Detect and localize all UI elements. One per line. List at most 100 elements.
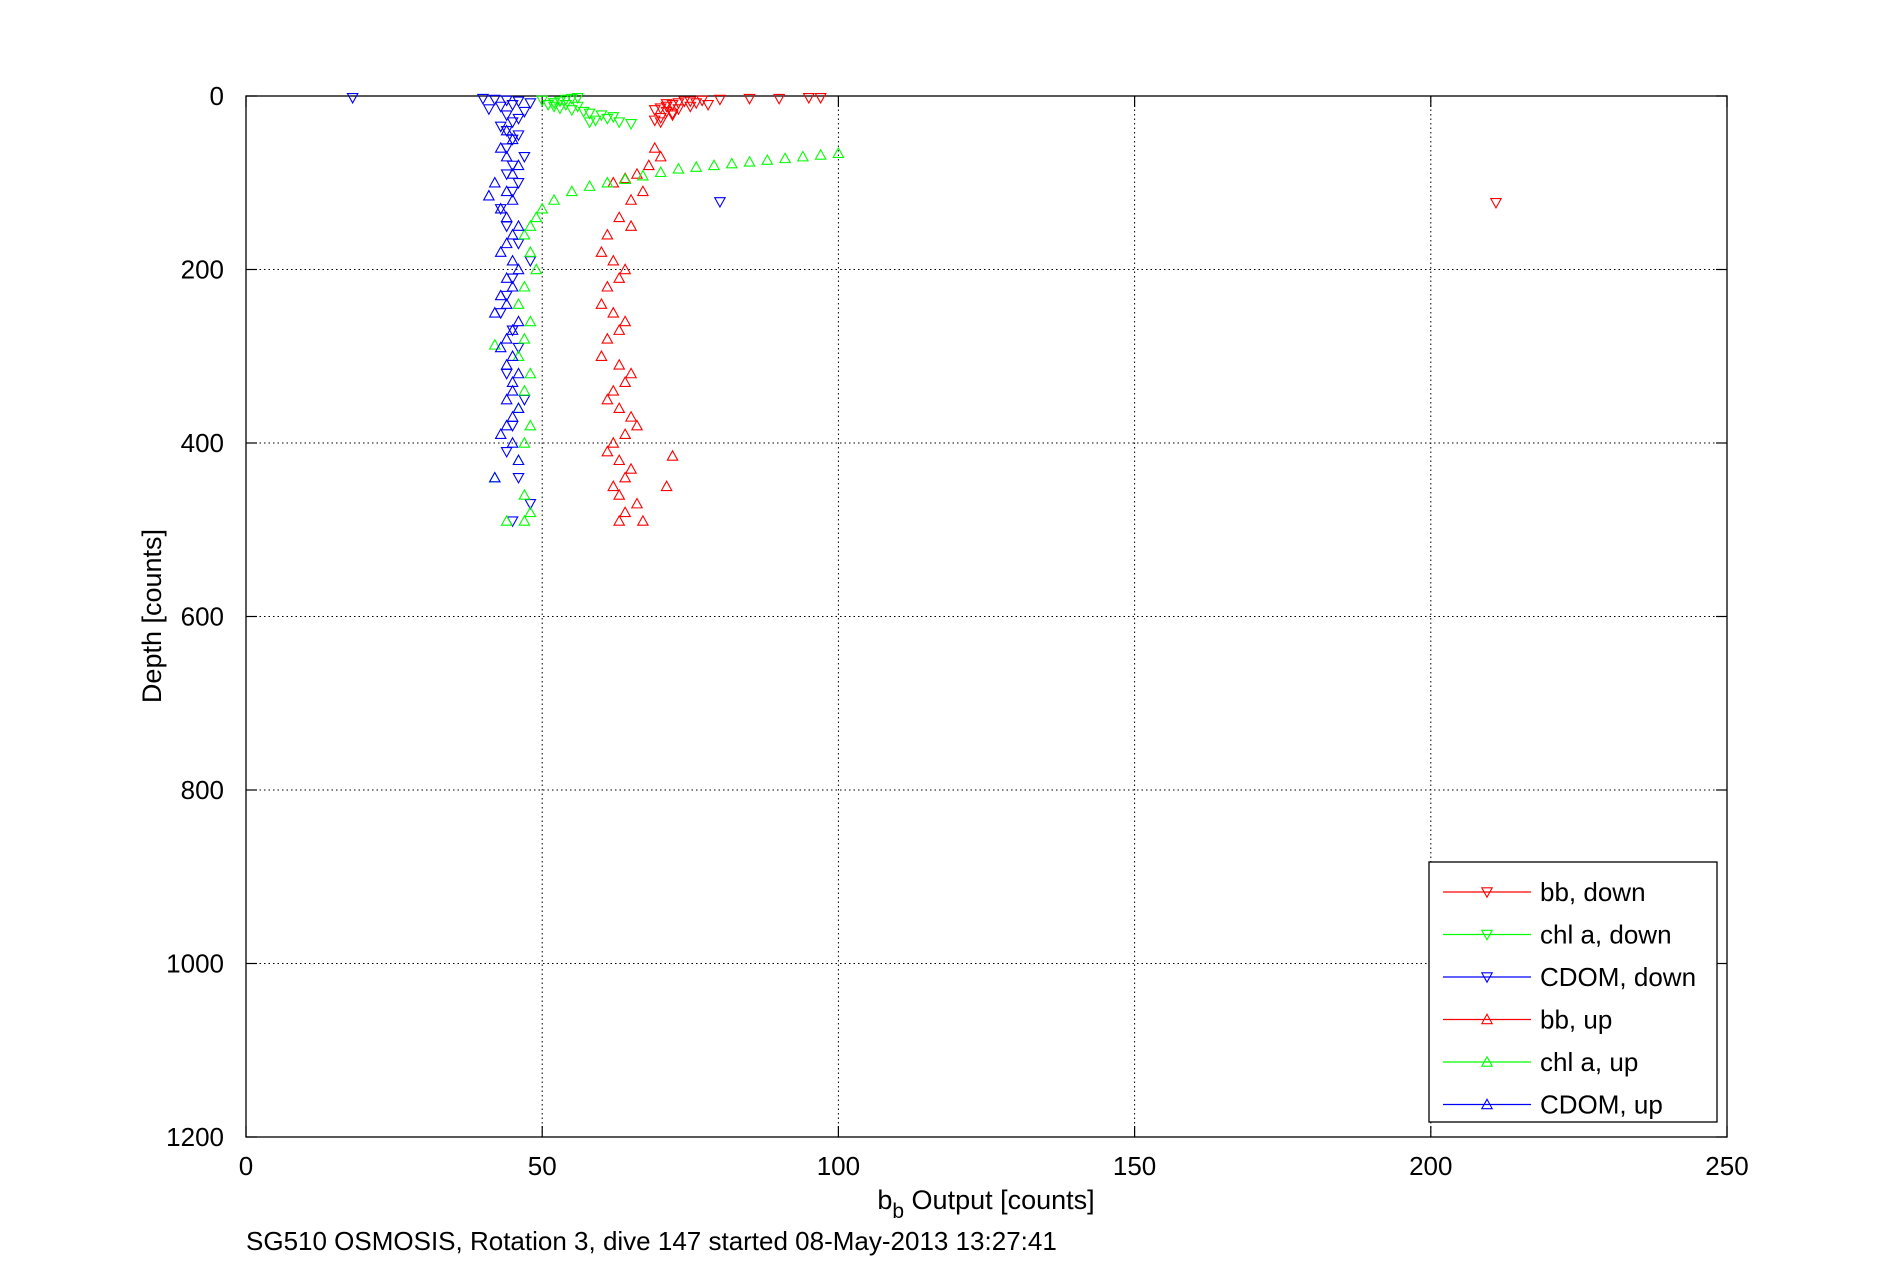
legend-label: CDOM, down [1540,962,1696,992]
data-point [500,124,513,136]
data-point [512,113,525,125]
data-point [607,306,620,318]
data-point [500,271,513,283]
data-point [607,254,620,266]
data-point [494,427,507,440]
x-tick-label: 200 [1409,1151,1452,1181]
data-point [512,401,525,414]
data-point [583,179,596,191]
data-point [832,146,845,158]
data-point [482,189,496,201]
legend-label: bb, up [1540,1005,1612,1035]
data-point [500,110,513,122]
data-point [601,332,614,344]
y-tick-label: 0 [210,81,224,111]
series-cdom-down [346,93,727,528]
data-point [518,228,531,240]
data-point [506,167,519,179]
data-point [512,263,525,275]
data-point [500,358,513,370]
data-point [512,367,525,379]
data-point [512,96,525,108]
data-point [648,141,661,153]
data-point [500,221,513,233]
data-point [595,245,608,257]
data-point [565,185,578,197]
series-bb-up [595,141,679,526]
data-point [524,367,537,379]
data-point [530,211,543,223]
y-tick-label: 800 [181,775,224,805]
x-axis-label: bb Output [counts] [877,1185,1094,1223]
data-point [524,419,537,431]
data-point [713,94,727,106]
x-tick-label: 0 [239,1151,253,1181]
data-point [524,98,537,110]
data-point [613,211,626,223]
data-point [773,93,786,105]
data-point [1489,197,1503,210]
data-point [701,99,715,112]
data-point [624,119,638,131]
data-point [636,514,650,526]
data-points [346,93,1503,528]
data-point [524,245,537,257]
x-axis-ticks: 0 50 100 150 200 250 [239,96,1749,1181]
data-point [613,488,626,500]
data-point [488,94,501,106]
data-point [743,155,756,167]
data-point [583,117,596,129]
data-point [619,315,632,327]
data-point [725,157,738,169]
legend: bb, down chl a, down CDOM, down bb, up chl a… [1428,861,1718,1123]
data-point [512,159,525,171]
data-point [642,159,655,171]
data-point [761,153,774,165]
legend-marker [1480,1013,1494,1025]
data-point [512,454,525,466]
data-point [607,436,620,448]
data-point [494,289,507,301]
legend-label: chl a, down [1540,920,1672,950]
data-point [494,202,507,214]
legend-marker [1480,972,1494,984]
data-point [624,410,638,422]
data-point [613,117,626,129]
data-point [518,436,531,448]
data-point [506,323,519,335]
data-point [500,185,513,197]
data-point [512,315,525,327]
data-point [488,306,501,318]
data-point [619,427,632,440]
data-point [553,103,567,115]
data-point [636,169,650,181]
y-tick-label: 400 [181,428,224,458]
data-point [601,113,614,125]
data-point [624,193,638,205]
data-point [547,193,561,205]
y-tick-label: 600 [181,602,224,632]
data-point [506,193,519,205]
legend-marker [1480,887,1494,899]
data-point [500,297,513,309]
data-point [619,471,632,483]
data-point [346,93,359,105]
data-point [601,393,614,405]
data-point [500,332,513,344]
data-point [488,471,501,483]
data-point [601,228,614,240]
data-point [684,101,697,113]
data-point [500,150,513,162]
data-point [506,280,519,292]
y-axis-label: Depth [counts] [137,529,167,703]
data-point [506,228,519,240]
data-point [607,176,620,188]
data-point [613,401,626,414]
data-point [743,93,756,105]
data-point [601,280,614,292]
data-point [814,93,827,105]
data-point [547,98,561,110]
data-point [506,99,519,112]
data-point [630,419,644,431]
data-point [506,254,519,266]
